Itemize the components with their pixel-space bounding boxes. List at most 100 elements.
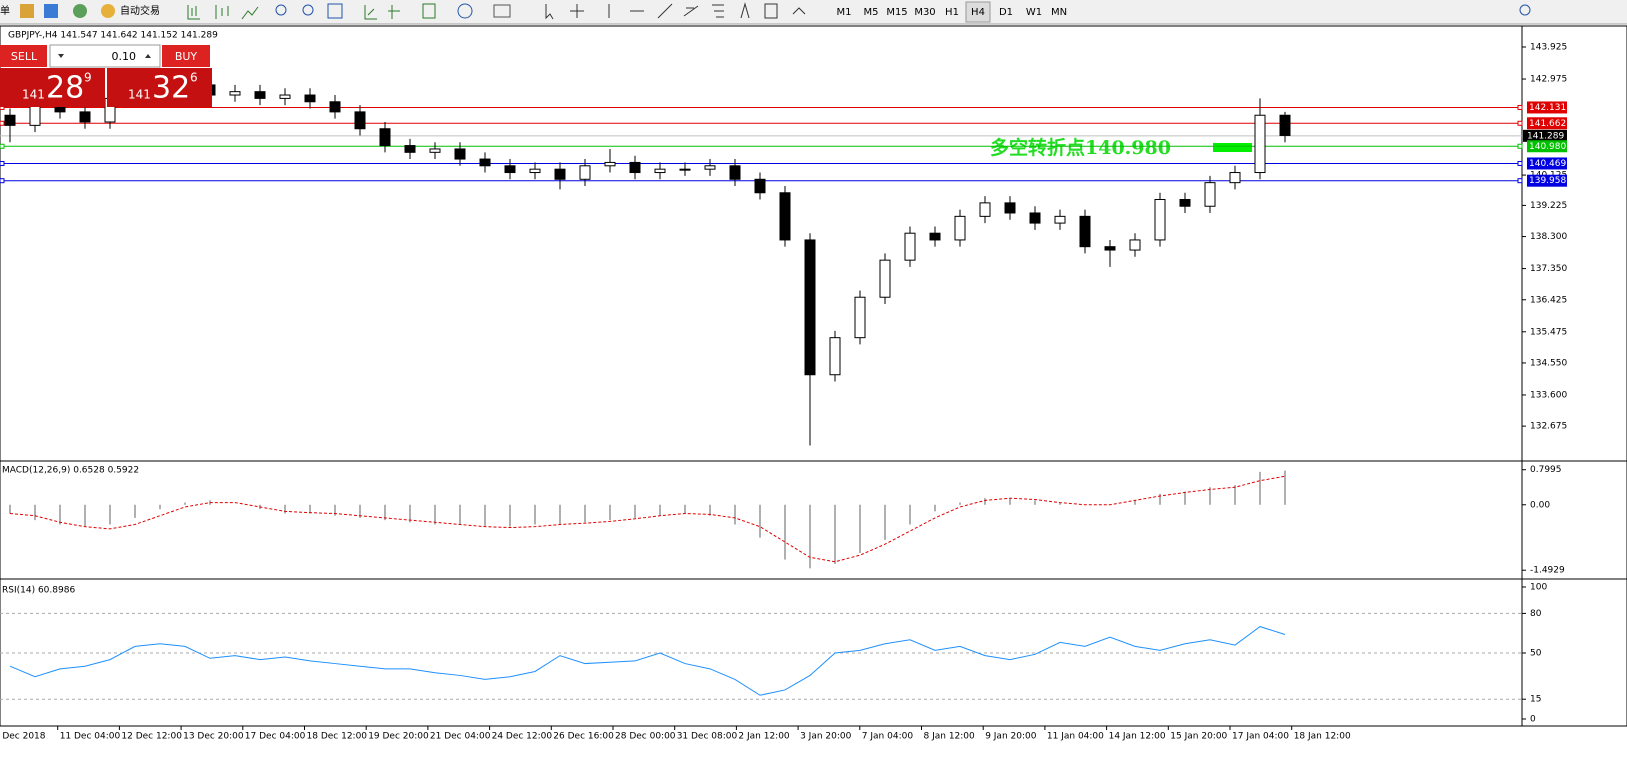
icon[interactable]	[302, 4, 314, 16]
level-anchor	[1517, 178, 1523, 184]
candle-body	[4, 114, 16, 126]
current-price-label: 141.289	[1527, 131, 1564, 141]
y-tick-label: 15	[1530, 695, 1541, 705]
candle-body	[1104, 246, 1116, 251]
x-tick-label: 18 Dec 12:00	[307, 732, 368, 742]
x-tick-label: 21 Dec 04:00	[430, 732, 491, 742]
level-box	[1527, 140, 1567, 153]
candle-body	[929, 232, 941, 241]
candle-body	[404, 145, 416, 153]
icon[interactable]	[187, 5, 200, 20]
lot-down[interactable]	[58, 54, 64, 58]
icon[interactable]	[73, 4, 87, 18]
timeframe-button[interactable]: MN	[1051, 7, 1067, 18]
buy-prefix[interactable]: 141	[128, 88, 151, 102]
timeframe-button[interactable]: M30	[914, 7, 935, 18]
icon[interactable]	[570, 4, 584, 18]
x-tick-label: 28 Dec 00:00	[615, 732, 676, 742]
candle-body	[579, 165, 591, 180]
x-tick-label: 11 Dec 04:00	[60, 732, 121, 742]
candle-body	[479, 158, 491, 167]
buy-button[interactable]	[162, 45, 210, 67]
level-box	[1527, 157, 1567, 170]
y-tick-label: 143.925	[1530, 43, 1567, 53]
timeframe-button[interactable]: H1	[945, 7, 959, 18]
auto-trade-button[interactable]: 自动交易	[120, 4, 160, 17]
buy-price-box[interactable]	[107, 68, 212, 107]
buy-big[interactable]: 32	[152, 71, 190, 106]
timeframe-button[interactable]: M15	[886, 7, 907, 18]
candle-body	[329, 101, 341, 113]
timeframe-button[interactable]: H4	[971, 7, 985, 18]
icon[interactable]	[422, 3, 436, 19]
icon[interactable]	[764, 3, 778, 19]
icon[interactable]	[364, 5, 377, 20]
icon[interactable]	[457, 3, 473, 19]
candle-body	[1254, 114, 1266, 174]
level-anchor	[1517, 120, 1523, 126]
candle-body	[529, 168, 541, 174]
macd-signal	[9, 475, 1286, 563]
menu-item[interactable]: 单	[0, 5, 10, 17]
toolbar	[0, 0, 1627, 24]
x-tick-label: 9 Jan 20:00	[985, 732, 1037, 742]
icon[interactable]	[20, 4, 34, 18]
candle-body	[1279, 114, 1291, 136]
lot-input[interactable]	[49, 44, 161, 68]
timeframe-button[interactable]: D1	[999, 7, 1013, 18]
x-tick-label: 17 Dec 04:00	[245, 732, 306, 742]
icon[interactable]	[327, 3, 343, 19]
icon[interactable]	[792, 7, 806, 15]
icon[interactable]	[493, 4, 511, 18]
x-tick-label: 18 Jan 12:00	[1294, 732, 1351, 742]
icon[interactable]	[388, 5, 400, 19]
lot-value[interactable]: 0.10	[112, 50, 137, 63]
x-tick-label: 26 Dec 16:00	[553, 732, 614, 742]
candle-body	[429, 148, 441, 153]
candle-body	[1079, 215, 1091, 248]
timeframe-button[interactable]: W1	[1026, 7, 1042, 18]
y-tick-label: 0	[1530, 715, 1536, 725]
y-tick-label: 80	[1530, 609, 1542, 619]
icon[interactable]	[215, 5, 229, 19]
sell-button[interactable]	[0, 45, 47, 67]
candle-body	[979, 202, 991, 217]
icon[interactable]	[657, 3, 673, 19]
icon[interactable]	[275, 4, 287, 16]
sell-sup[interactable]: 9	[84, 71, 92, 85]
candle-body	[679, 168, 691, 171]
icon[interactable]	[101, 4, 115, 18]
level-anchor	[0, 120, 5, 126]
level-label: 141.662	[1529, 119, 1566, 129]
x-tick-label: 11 Jan 04:00	[1047, 732, 1104, 742]
level-box	[1527, 117, 1567, 130]
candle-body	[854, 296, 866, 339]
icon[interactable]	[740, 2, 750, 19]
icon[interactable]	[545, 4, 554, 20]
lot-up[interactable]	[145, 54, 151, 58]
level-anchor	[1517, 160, 1523, 166]
candle-body	[554, 168, 566, 180]
timeframe-button[interactable]: M5	[864, 7, 879, 18]
level-anchor	[0, 143, 5, 149]
sell-big[interactable]: 28	[46, 71, 84, 106]
candle-body	[629, 161, 641, 174]
candle-body	[1204, 182, 1216, 207]
buy-label[interactable]: BUY	[175, 50, 198, 63]
sell-label[interactable]: SELL	[11, 50, 38, 63]
icon[interactable]	[241, 6, 259, 20]
x-tick-label: 7 Jan 04:00	[862, 732, 914, 742]
icon[interactable]	[683, 5, 699, 17]
buy-sup[interactable]: 6	[190, 71, 198, 85]
sell-price-box[interactable]	[0, 68, 105, 107]
timeframe-button[interactable]: M1	[837, 7, 852, 18]
y-tick-label: 137.350	[1530, 264, 1567, 274]
sell-prefix[interactable]: 141	[22, 88, 45, 102]
icon[interactable]	[44, 4, 58, 18]
search-icon[interactable]	[1519, 4, 1531, 16]
candle-body	[379, 128, 391, 147]
candle-body	[279, 94, 291, 99]
icon[interactable]	[712, 4, 724, 18]
rsi-line	[9, 626, 1286, 696]
